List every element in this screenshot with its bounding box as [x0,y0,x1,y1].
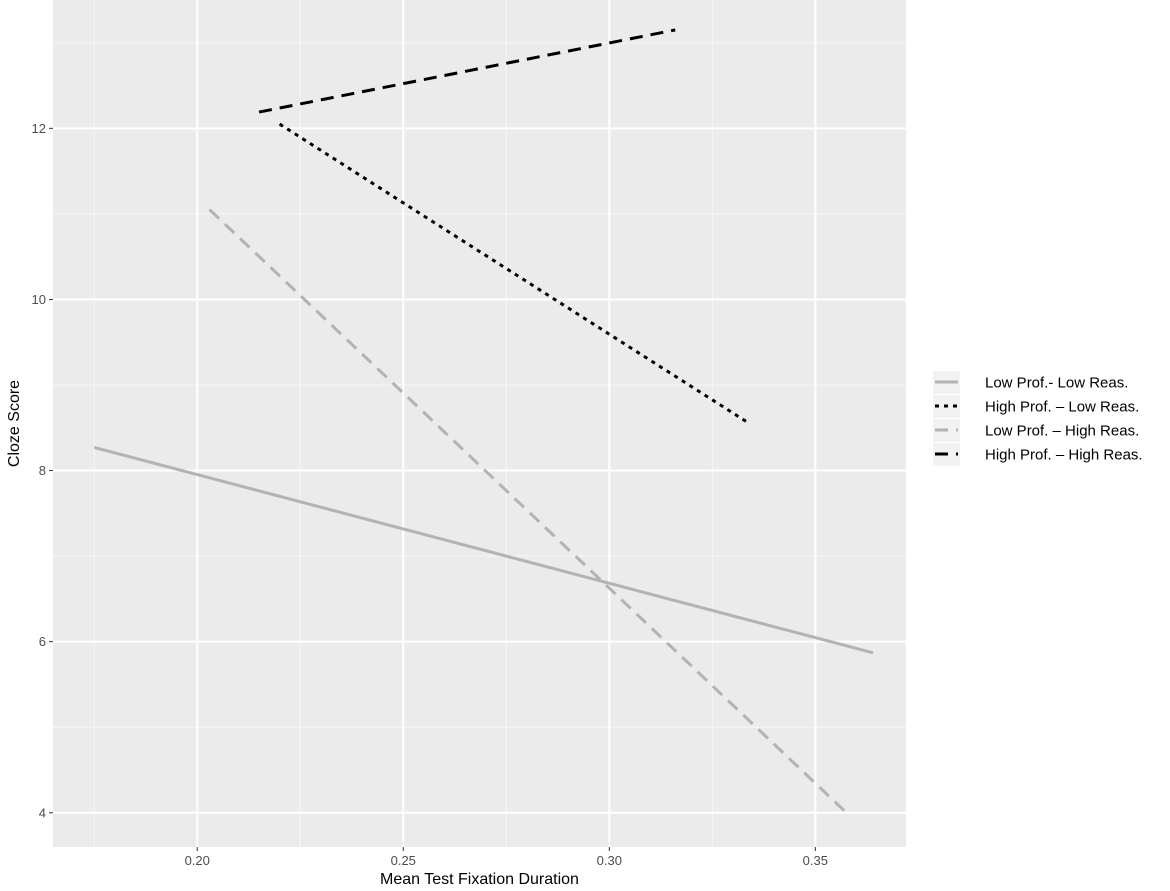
x-tick-label: 0.25 [391,853,416,868]
y-tick-label: 6 [39,634,46,649]
series-line-2 [278,122,751,425]
series-line-1 [93,446,874,655]
y-axis-title: Cloze Score [6,380,23,467]
legend-label: High Prof. – High Reas. [985,447,1143,464]
x-axis-ticks: 0.20 0.25 0.30 0.35 [185,847,828,868]
y-axis-ticks: 4 6 8 10 12 [32,121,53,820]
minor-gridlines [53,0,906,847]
x-tick-label: 0.20 [185,853,210,868]
x-tick-label: 0.30 [597,853,622,868]
y-tick-label: 10 [32,292,46,307]
x-axis-title: Mean Test Fixation Duration [380,871,579,888]
y-tick-label: 12 [32,121,46,136]
series-lines [93,28,874,816]
legend-label: Low Prof.- Low Reas. [985,375,1128,392]
plot-panel [53,0,906,847]
y-tick-label: 8 [39,463,46,478]
series-line-4 [258,28,676,114]
legend: Low Prof.- Low Reas. High Prof. – Low Rea… [933,371,1143,466]
legend-label: High Prof. – Low Reas. [985,399,1139,416]
x-tick-label: 0.35 [803,853,828,868]
legend-label: Low Prof. – High Reas. [985,423,1139,440]
y-tick-label: 4 [39,805,46,820]
major-gridlines [53,0,906,847]
